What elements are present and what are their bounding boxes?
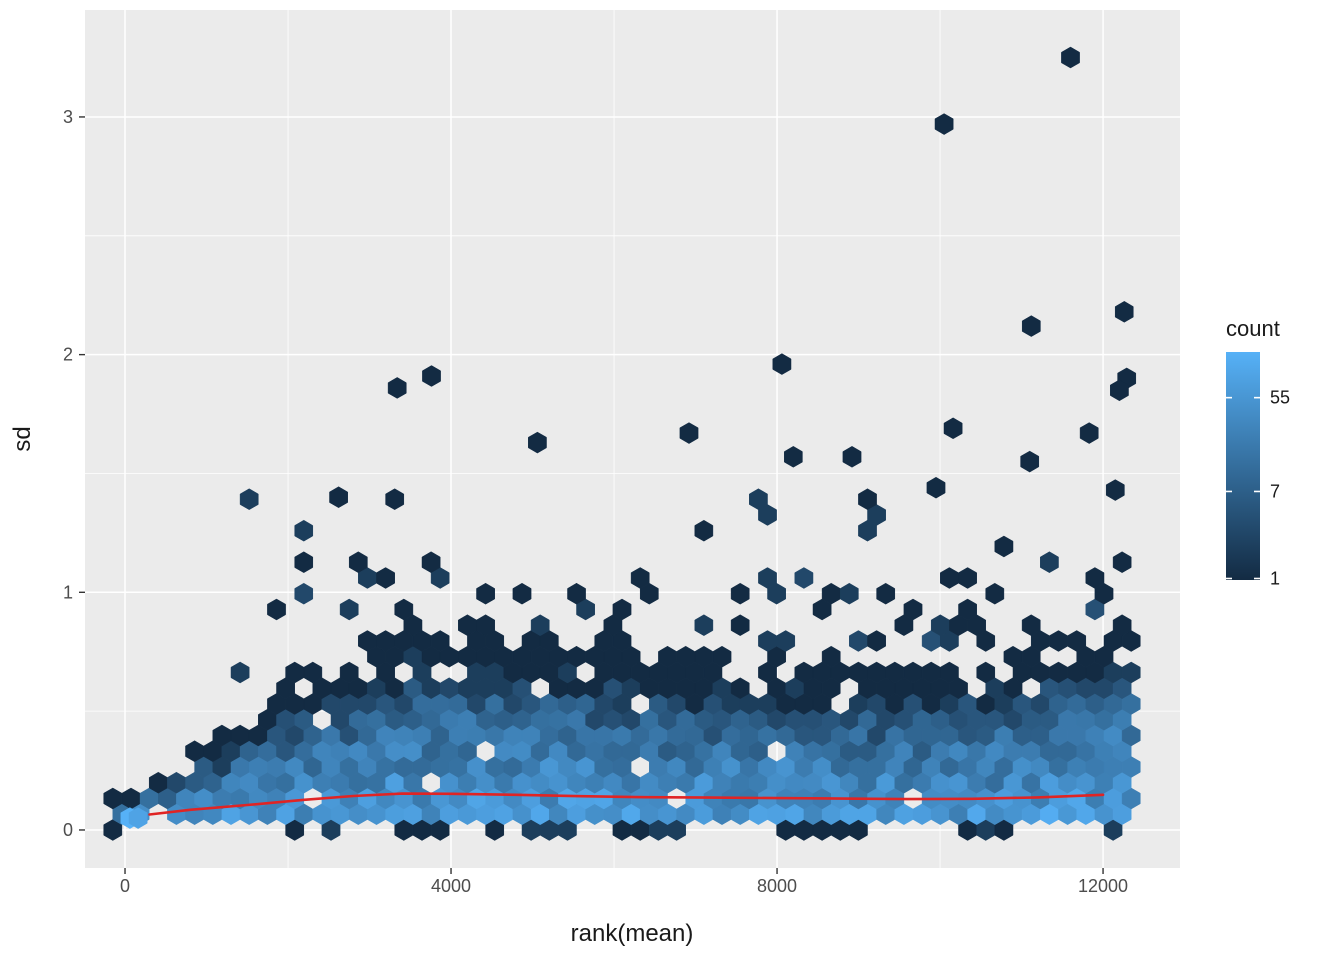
hex-cell xyxy=(530,614,550,636)
legend-title: count xyxy=(1226,316,1280,341)
hex-cell xyxy=(1061,46,1080,69)
y-tick-label: 0 xyxy=(63,820,73,840)
legend-tick-label: 7 xyxy=(1270,481,1280,501)
hex-cell xyxy=(1040,551,1059,573)
hex-cell xyxy=(694,614,714,636)
hex-cell xyxy=(230,661,250,684)
hex-cell xyxy=(128,807,148,829)
y-tick-label: 1 xyxy=(63,582,73,602)
hex-cell xyxy=(339,598,359,621)
hex-cell xyxy=(239,488,259,510)
hex-cell xyxy=(794,567,814,589)
legend-tick-label: 55 xyxy=(1270,388,1290,408)
hex-cell xyxy=(294,519,314,542)
x-tick-label: 12000 xyxy=(1078,876,1128,896)
y-axis-title: sd xyxy=(9,426,36,451)
hex-cell xyxy=(294,551,314,573)
hex-cell xyxy=(712,645,732,668)
hex-cell xyxy=(567,582,586,605)
hex-cell xyxy=(940,661,959,684)
hex-cell xyxy=(476,582,495,605)
hex-cell xyxy=(776,630,796,652)
hex-cell xyxy=(784,446,803,468)
hex-cell xyxy=(821,645,841,668)
hex-cell xyxy=(1020,450,1040,473)
hex-cell xyxy=(1121,661,1141,684)
smooth-line xyxy=(148,792,1105,816)
y-tick-label: 3 xyxy=(63,107,73,127)
hex-cell xyxy=(1067,630,1087,652)
hex-cell xyxy=(730,582,750,605)
hex-cell xyxy=(903,598,923,621)
hex-cell xyxy=(840,582,859,605)
hex-cell xyxy=(1079,422,1099,444)
x-tick-label: 8000 xyxy=(757,876,797,896)
hex-cell xyxy=(867,630,886,652)
hex-cell xyxy=(348,551,368,573)
hex-cell xyxy=(1105,479,1125,501)
hex-cell xyxy=(430,630,450,652)
hex-cell xyxy=(1112,551,1132,573)
legend-layer: 55 7 1 xyxy=(1226,352,1290,589)
smooth-layer xyxy=(148,792,1105,816)
hex-cell xyxy=(1112,614,1132,636)
x-tick-label: 0 xyxy=(120,876,130,896)
axes-layer: 0 4000 8000 12000 0 1 2 3 xyxy=(63,107,1128,896)
hex-cell xyxy=(758,567,777,589)
hex-cell xyxy=(1021,315,1041,337)
hex-cell xyxy=(679,422,699,444)
hex-cell xyxy=(730,677,750,699)
hex-cell xyxy=(422,365,441,387)
hex-cell xyxy=(528,431,547,454)
hex-cell xyxy=(1110,379,1129,402)
hex-cell xyxy=(926,476,946,499)
hex-cell xyxy=(385,488,405,510)
hex-cell xyxy=(612,598,632,621)
hex-cell xyxy=(694,519,714,542)
hex-cell xyxy=(958,567,977,589)
x-axis-title: rank(mean) xyxy=(571,920,694,947)
hex-cell xyxy=(943,417,963,440)
hex-cell xyxy=(303,661,323,684)
hex-cell xyxy=(876,582,896,605)
hexbin-layer xyxy=(103,46,1141,841)
hex-cell xyxy=(294,582,314,605)
hex-cell xyxy=(985,582,1005,605)
legend-tick-label: 1 xyxy=(1270,569,1280,589)
hex-cell xyxy=(329,486,348,508)
hex-cell xyxy=(476,614,495,636)
hex-cell xyxy=(772,353,792,375)
hex-cell xyxy=(387,377,407,399)
hex-cell xyxy=(730,614,750,636)
hex-cell xyxy=(1021,614,1041,636)
hex-cell xyxy=(1114,301,1134,323)
hex-cell xyxy=(994,535,1014,558)
hex-cell xyxy=(421,551,441,573)
hex-cell xyxy=(934,113,954,135)
y-tick-label: 2 xyxy=(63,345,73,365)
hex-cell xyxy=(512,582,532,605)
hex-cell xyxy=(858,488,877,510)
hex-cell xyxy=(630,567,650,589)
hex-cell xyxy=(958,598,977,621)
hex-cell xyxy=(267,598,286,621)
x-tick-label: 4000 xyxy=(431,876,471,896)
hex-cell xyxy=(376,567,395,589)
hex-cell xyxy=(842,446,862,468)
legend-colorbar xyxy=(1226,352,1260,580)
hex-cell xyxy=(1085,567,1105,589)
hex-cell xyxy=(339,661,359,684)
hex-cell xyxy=(394,598,414,621)
hex-cell xyxy=(749,488,768,510)
hex-cell xyxy=(976,661,996,684)
